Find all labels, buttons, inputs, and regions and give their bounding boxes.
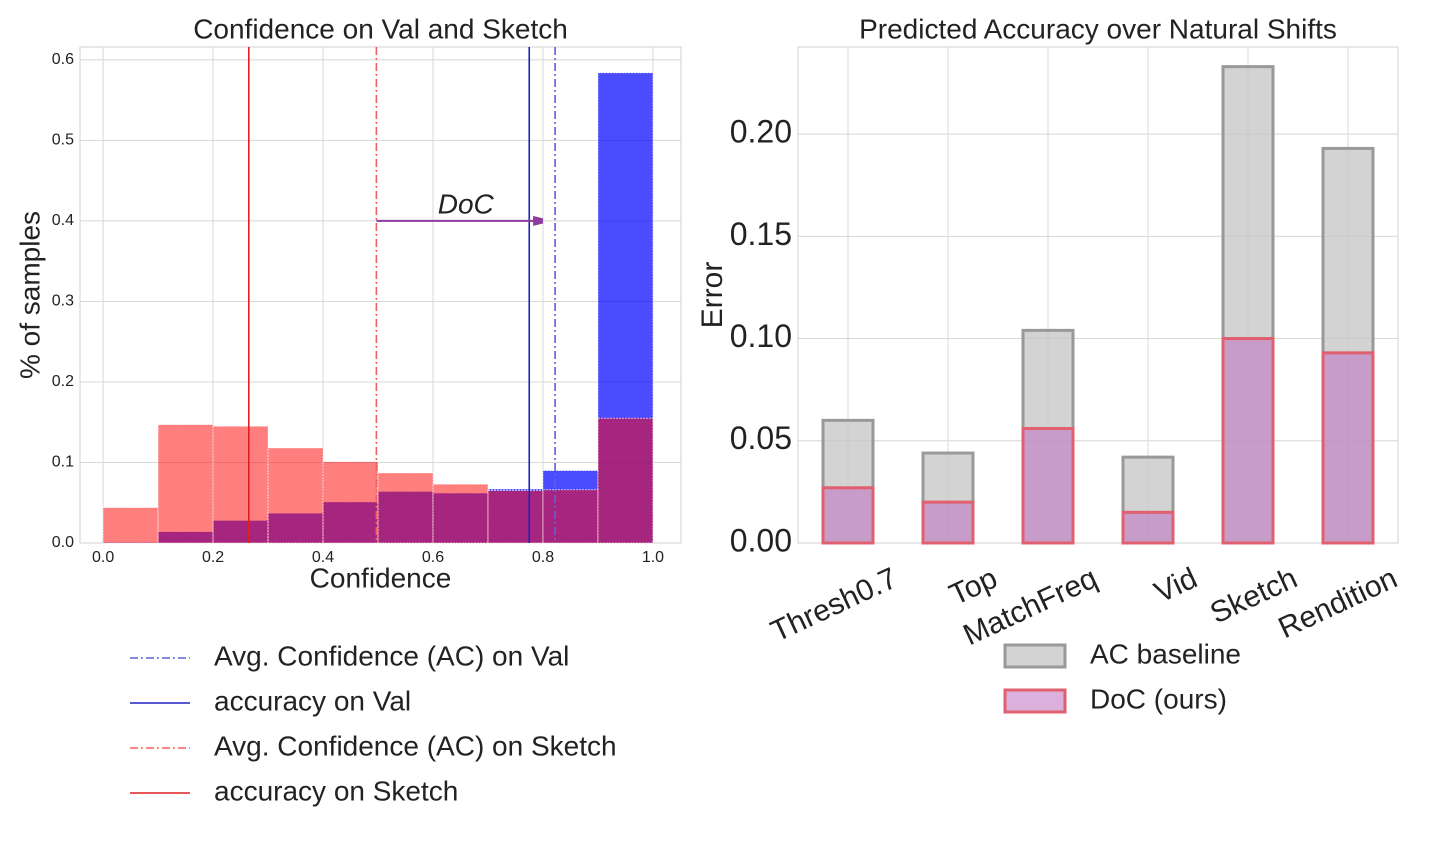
chart-title: Predicted Accuracy over Natural Shifts: [859, 13, 1337, 44]
legend-swatch: [1003, 688, 1067, 714]
y-tick-label: 0.4: [52, 212, 74, 229]
x-tick-label: 0.8: [532, 549, 554, 566]
legend-label: DoC (ours): [1090, 683, 1227, 714]
legend-label: AC baseline: [1090, 638, 1241, 669]
y-tick-label: 0.05: [730, 420, 792, 456]
legend-label: accuracy on Sketch: [214, 775, 458, 806]
x-tick-label: 0.0: [92, 549, 114, 566]
histogram-bar: [597, 417, 654, 544]
histogram-bar: [102, 507, 159, 544]
legend-label: Avg. Confidence (AC) on Val: [214, 640, 569, 671]
y-tick-label: 0.20: [730, 114, 792, 150]
y-tick-label: 0.15: [730, 216, 792, 252]
y-axis-label: % of samples: [14, 211, 45, 379]
x-axis-label: Confidence: [310, 562, 452, 593]
x-tick-label: 1.0: [642, 549, 664, 566]
x-tick-label: 0.6: [422, 549, 444, 566]
y-tick-label: 0.00: [730, 522, 792, 558]
y-tick-label: 0.5: [52, 132, 74, 149]
plot-frame: [797, 46, 1399, 544]
bar: [1121, 510, 1175, 545]
histogram-bar: [542, 489, 599, 544]
histogram-bar: [377, 472, 434, 544]
histogram-bar: [487, 490, 544, 544]
y-tick-label: 0.0: [52, 534, 74, 551]
x-tick-label: 0.4: [312, 549, 334, 566]
legend-swatch: [1003, 643, 1067, 669]
histogram-bar: [212, 425, 269, 544]
histogram-bar: [267, 447, 324, 544]
y-tick-label: 0.2: [52, 373, 74, 390]
histogram-bar: [432, 483, 489, 544]
bar: [921, 500, 975, 545]
x-tick-label: 0.2: [202, 549, 224, 566]
chart-title: Confidence on Val and Sketch: [193, 13, 568, 44]
bar: [1221, 337, 1275, 545]
y-tick-label: 0.3: [52, 293, 74, 310]
bar: [821, 486, 875, 545]
y-tick-label: 0.10: [730, 318, 792, 354]
annotation-label: DoC: [438, 188, 495, 219]
y-tick-label: 0.1: [52, 454, 74, 471]
bar: [1321, 351, 1375, 545]
legend-label: Avg. Confidence (AC) on Sketch: [214, 730, 617, 761]
histogram-bar: [157, 424, 214, 544]
y-axis-label: Error: [696, 262, 729, 329]
bar: [1021, 427, 1075, 545]
histogram-bar: [322, 461, 379, 544]
legend-label: accuracy on Val: [214, 685, 411, 716]
y-tick-label: 0.6: [52, 51, 74, 68]
